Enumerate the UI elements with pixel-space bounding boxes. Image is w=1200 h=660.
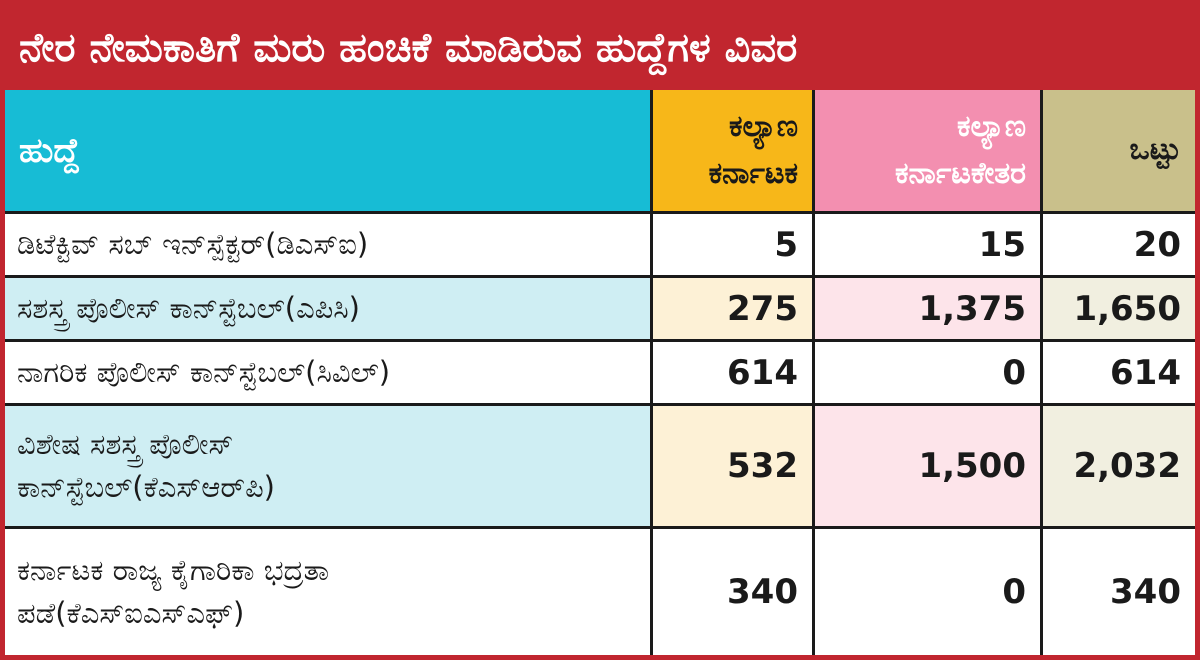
header-total-label: ಒಟ್ಟು <box>1129 132 1181 168</box>
table-row-post: ವಿಶೇಷ ಸಶಸ್ತ್ರ ಪೊಲೀಸ್ ಕಾನ್‌ಸ್ಟೆಬಲ್(ಕೆಎಸ್‌… <box>5 406 653 529</box>
post-name-line2: ಪಡೆ(ಕೆಎಸ್‌ಐಎಸ್‌ಎಫ್) <box>17 596 245 630</box>
post-name-line2: ಕಾನ್‌ಸ್ಟೆಬಲ್(ಕೆಎಸ್‌ಆರ್‌ಪಿ) <box>17 470 275 504</box>
value-kalyana-karnataketara: 0 <box>815 529 1043 655</box>
value-total: 2,032 <box>1043 406 1195 529</box>
value-kalyana-karnataketara: 1,500 <box>815 406 1043 529</box>
header-post: ಹುದ್ದೆ <box>5 90 653 214</box>
header-kalyana-karnataka-line1: ಕಲ್ಯಾಣ <box>729 109 798 144</box>
table-row-post: ಸಶಸ್ತ್ರ ಪೊಲೀಸ್ ಕಾನ್‌ಸ್ಟೆಬಲ್(ಎಪಿಸಿ) <box>5 278 653 342</box>
value-total: 340 <box>1110 572 1181 612</box>
value-kalyana-karnataketara: 0 <box>815 342 1043 406</box>
post-name: ಸಶಸ್ತ್ರ ಪೊಲೀಸ್ ಕಾನ್‌ಸ್ಟೆಬಲ್(ಎಪಿಸಿ) <box>17 290 360 325</box>
value-kalyana-karnataketara: 15 <box>815 214 1043 278</box>
header-post-label: ಹುದ್ದೆ <box>19 130 80 171</box>
value-kalyana-karnataka: 532 <box>653 406 815 529</box>
value-total: 614 <box>1043 342 1195 406</box>
header-kalyana-karnataketara: ಕಲ್ಯಾಣ ಕರ್ನಾಟಕೇತರ <box>815 90 1043 214</box>
table-row-post: ನಾಗರಿಕ ಪೊಲೀಸ್ ಕಾನ್‌ಸ್ಟೆಬಲ್(ಸಿವಿಲ್) <box>5 342 653 406</box>
header-total: ಒಟ್ಟು <box>1043 90 1195 214</box>
value-kalyana-karnataka: 614 <box>653 342 815 406</box>
post-name: ಡಿಟೆಕ್ಟಿವ್ ಸಬ್ ಇನ್‌ಸ್ಪೆಕ್ಟರ್(ಡಿಎಸ್‌ಐ) <box>17 226 369 261</box>
posts-table: ಹುದ್ದೆ ಕಲ್ಯಾಣ ಕರ್ನಾಟಕ ಕಲ್ಯಾಣ ಕರ್ನಾಟಕೇತರ … <box>5 90 1195 655</box>
value-kalyana-karnataka: 275 <box>653 278 815 342</box>
post-name: ನಾಗರಿಕ ಪೊಲೀಸ್ ಕಾನ್‌ಸ್ಟೆಬಲ್(ಸಿವಿಲ್) <box>17 354 391 389</box>
value-kalyana-karnataka: 5 <box>653 214 815 278</box>
value-total: 1,650 <box>1043 278 1195 342</box>
table-title: ನೇರ ನೇಮಕಾತಿಗೆ ಮರು ಹಂಚಿಕೆ ಮಾಡಿರುವ ಹುದ್ದೆಗ… <box>5 5 1195 90</box>
post-name-line1: ಕರ್ನಾಟಕ ರಾಜ್ಯ ಕೈಗಾರಿಕಾ ಭದ್ರತಾ <box>17 552 330 587</box>
table-row-post: ಕರ್ನಾಟಕ ರಾಜ್ಯ ಕೈಗಾರಿಕಾ ಭದ್ರತಾ ಪಡೆ(ಕೆಎಸ್‌… <box>5 529 653 655</box>
post-name-line1: ವಿಶೇಷ ಸಶಸ್ತ್ರ ಪೊಲೀಸ್ <box>17 426 234 461</box>
value-total: 20 <box>1043 214 1195 278</box>
value-kalyana-karnataketara: 1,375 <box>815 278 1043 342</box>
header-kalyana-karnataketara-line2: ಕರ್ನಾಟಕೇತರ <box>894 155 1026 191</box>
table-row-post: ಡಿಟೆಕ್ಟಿವ್ ಸಬ್ ಇನ್‌ಸ್ಪೆಕ್ಟರ್(ಡಿಎಸ್‌ಐ) <box>5 214 653 278</box>
value-kalyana-karnataka: 340 <box>653 529 815 655</box>
header-kalyana-karnataketara-line1: ಕಲ್ಯಾಣ <box>957 109 1026 144</box>
header-kalyana-karnataka: ಕಲ್ಯಾಣ ಕರ್ನಾಟಕ <box>653 90 815 214</box>
header-kalyana-karnataka-line2: ಕರ್ನಾಟಕ <box>708 155 798 191</box>
